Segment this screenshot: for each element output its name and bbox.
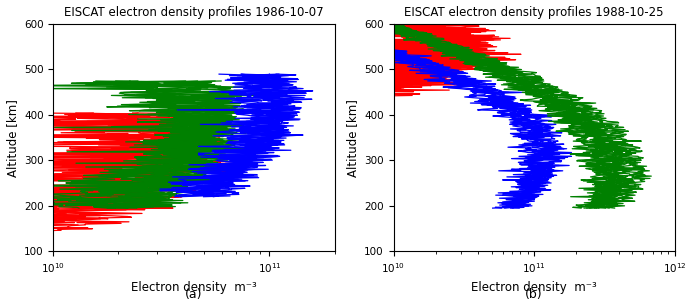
Text: (b): (b) xyxy=(525,288,543,301)
X-axis label: Electron density  m⁻³: Electron density m⁻³ xyxy=(131,281,257,294)
Title: EISCAT electron density profiles 1988-10-25: EISCAT electron density profiles 1988-10… xyxy=(404,6,664,18)
Title: EISCAT electron density profiles 1986-10-07: EISCAT electron density profiles 1986-10… xyxy=(64,6,324,18)
X-axis label: Electron density  m⁻³: Electron density m⁻³ xyxy=(471,281,597,294)
Y-axis label: Altitude [km]: Altitude [km] xyxy=(6,99,19,176)
Y-axis label: Altitude [km]: Altitude [km] xyxy=(345,99,358,176)
Text: (a): (a) xyxy=(185,288,203,301)
